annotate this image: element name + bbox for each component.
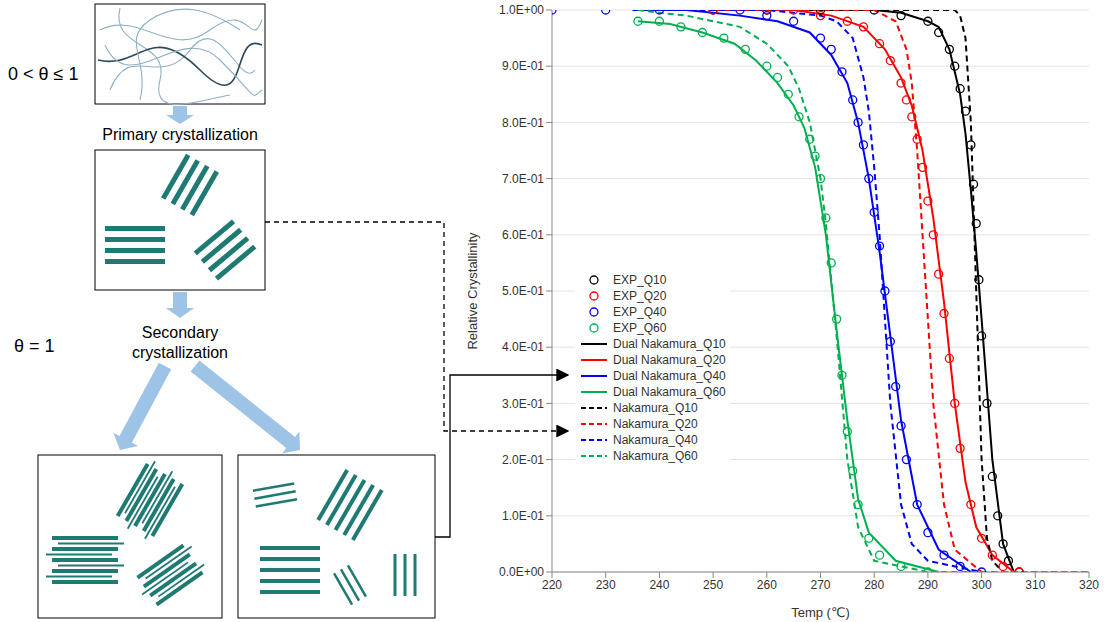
svg-text:7.0E-01: 7.0E-01 — [502, 172, 544, 186]
svg-text:1.0E-01: 1.0E-01 — [502, 509, 544, 523]
html-text:EXP_Q60: EXP_Q60 — [613, 321, 667, 335]
svg-text:θ = 1: θ = 1 — [14, 336, 55, 356]
svg-text:0.0E+00: 0.0E+00 — [499, 565, 544, 579]
svg-text:0 < θ ≤ 1: 0 < θ ≤ 1 — [8, 64, 78, 84]
svg-text:300: 300 — [972, 578, 992, 592]
svg-text:3.0E-01: 3.0E-01 — [502, 397, 544, 411]
html-text:EXP_Q10: EXP_Q10 — [613, 273, 667, 287]
html-text:Nakamura_Q60: Nakamura_Q60 — [613, 449, 698, 463]
svg-text:250: 250 — [703, 578, 723, 592]
svg-text:Temp (℃): Temp (℃) — [791, 605, 850, 620]
html-text:Dual Nakamura_Q60: Dual Nakamura_Q60 — [613, 385, 726, 399]
svg-text:310: 310 — [1025, 578, 1045, 592]
svg-text:9.0E-01: 9.0E-01 — [502, 59, 544, 73]
svg-text:270: 270 — [810, 578, 830, 592]
svg-text:260: 260 — [757, 578, 777, 592]
html-text:Nakamura_Q20: Nakamura_Q20 — [613, 417, 698, 431]
svg-text:280: 280 — [864, 578, 884, 592]
html-text:Nakamura_Q10: Nakamura_Q10 — [613, 401, 698, 415]
html-text:Dual Nakamura_Q20: Dual Nakamura_Q20 — [613, 353, 726, 367]
html-text:Dual Nakamura_Q10: Dual Nakamura_Q10 — [613, 337, 726, 351]
svg-text:crystallization: crystallization — [132, 344, 228, 361]
svg-text:240: 240 — [649, 578, 669, 592]
svg-text:1.0E+00: 1.0E+00 — [499, 3, 544, 17]
svg-text:290: 290 — [918, 578, 938, 592]
svg-text:320: 320 — [1079, 578, 1099, 592]
svg-text:2.0E-01: 2.0E-01 — [502, 453, 544, 467]
svg-text:8.0E-01: 8.0E-01 — [502, 116, 544, 130]
html-text:EXP_Q40: EXP_Q40 — [613, 305, 667, 319]
svg-text:230: 230 — [596, 578, 616, 592]
svg-text:5.0E-01: 5.0E-01 — [502, 284, 544, 298]
html-text:EXP_Q20: EXP_Q20 — [613, 289, 667, 303]
svg-text:Secondary: Secondary — [142, 324, 219, 341]
svg-text:4.0E-01: 4.0E-01 — [502, 340, 544, 354]
svg-text:Relative Crystallinity: Relative Crystallinity — [465, 232, 480, 350]
svg-text:220: 220 — [542, 578, 562, 592]
svg-text:6.0E-01: 6.0E-01 — [502, 228, 544, 242]
html-text:Nakamura_Q40: Nakamura_Q40 — [613, 433, 698, 447]
svg-text:Primary crystallization: Primary crystallization — [102, 126, 258, 143]
html-text:Dual Nakamura_Q40: Dual Nakamura_Q40 — [613, 369, 726, 383]
